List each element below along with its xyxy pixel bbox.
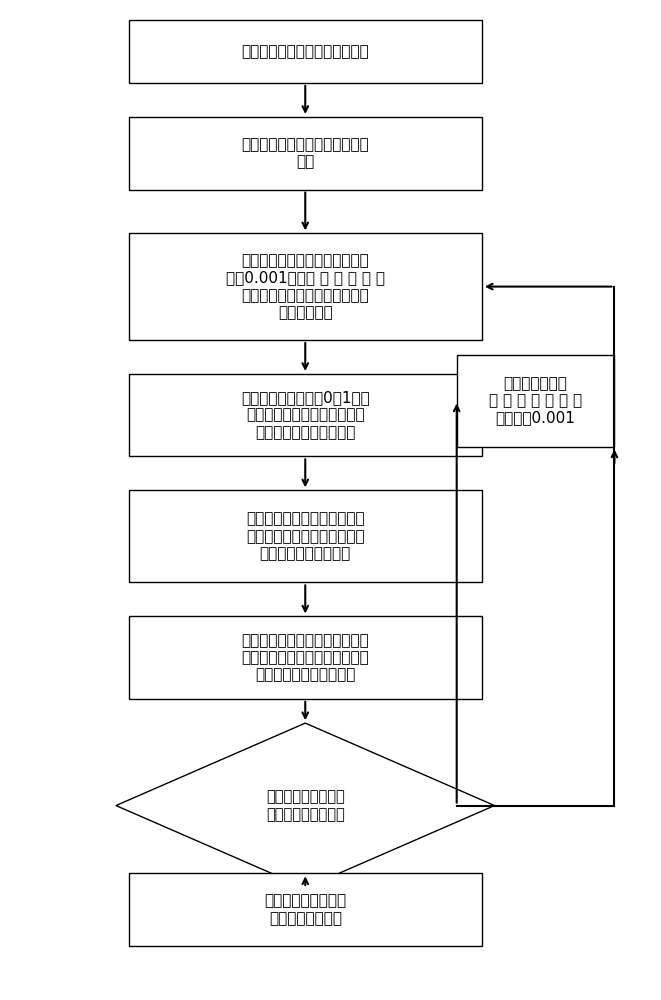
Text: 两个过程得到的气体
质量流量是否相等？: 两个过程得到的气体 质量流量是否相等？ <box>266 789 344 822</box>
FancyBboxPatch shape <box>457 355 615 447</box>
Text: 根据第三过程气体流动模型计算
气体膨胀所形成射流的压力、密
度、温度和气体质量流量: 根据第三过程气体流动模型计算 气体膨胀所形成射流的压力、密 度、温度和气体质量流… <box>241 633 369 683</box>
FancyBboxPatch shape <box>129 873 482 946</box>
FancyBboxPatch shape <box>129 374 482 456</box>
FancyBboxPatch shape <box>129 490 482 582</box>
Polygon shape <box>116 723 494 888</box>
Text: 针对三个过程分别建立气体流动
模型: 针对三个过程分别建立气体流动 模型 <box>241 137 369 169</box>
FancyBboxPatch shape <box>129 20 482 83</box>
Text: 令排气通道入口
处 的 马 赫 数 按 照
步长增加0.001: 令排气通道入口 处 的 马 赫 数 按 照 步长增加0.001 <box>489 376 582 425</box>
Text: 令排气通道入口马赫数的初始取
值为0.001，根据 第 一 过 程 的
气体流动模型，计算压力、密度
和温度等参数: 令排气通道入口马赫数的初始取 值为0.001，根据 第 一 过 程 的 气体流动… <box>226 253 385 320</box>
FancyBboxPatch shape <box>129 233 482 340</box>
Text: 将航天器排气过程分为三个过程: 将航天器排气过程分为三个过程 <box>241 44 369 59</box>
FancyBboxPatch shape <box>129 616 482 699</box>
Text: 根据所述排气通道内气体流动
模型计算排气通道出口处的气
体压力、密度以及总压: 根据所述排气通道内气体流动 模型计算排气通道出口处的气 体压力、密度以及总压 <box>246 511 365 561</box>
Text: 得到航天器低雷诺数
修正下的排气流量: 得到航天器低雷诺数 修正下的排气流量 <box>264 894 346 926</box>
Text: 使用二分法在区间（0，1）范
围内进行数值求解，得到排气
通道出口处的气体马赫数: 使用二分法在区间（0，1）范 围内进行数值求解，得到排气 通道出口处的气体马赫数 <box>241 390 369 440</box>
FancyBboxPatch shape <box>129 117 482 190</box>
